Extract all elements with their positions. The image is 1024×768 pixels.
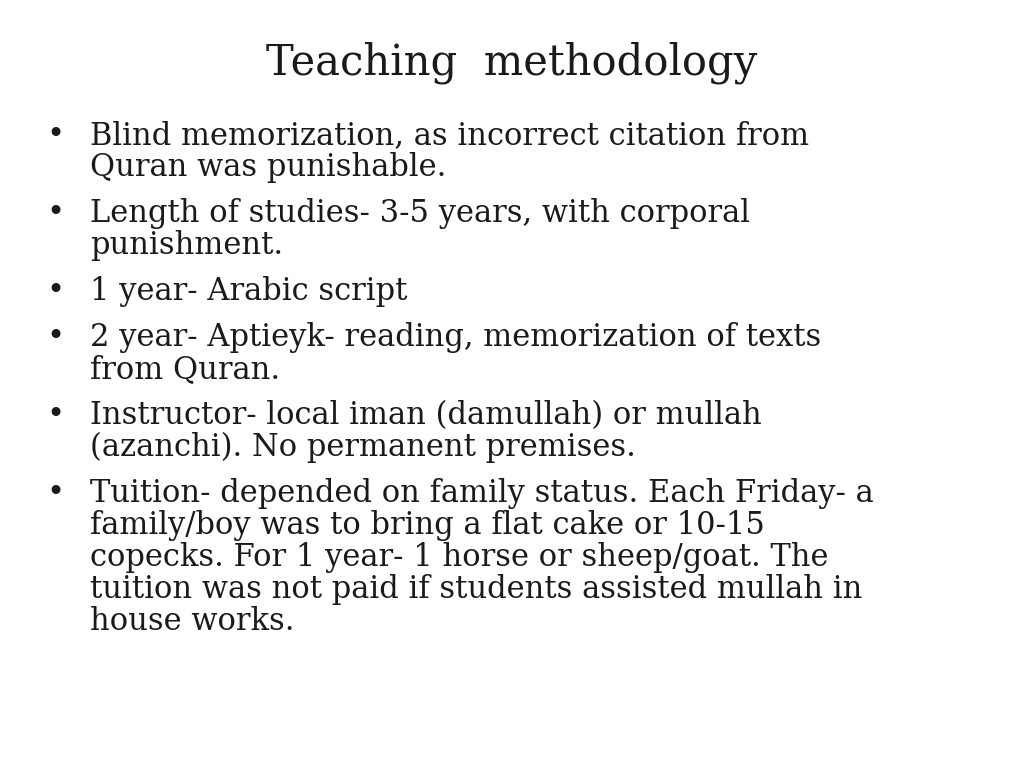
Text: •: •: [46, 478, 65, 509]
Text: 1 year- Arabic script: 1 year- Arabic script: [90, 276, 408, 307]
Text: •: •: [46, 120, 65, 151]
Text: 2 year- Aptieyk- reading, memorization of texts: 2 year- Aptieyk- reading, memorization o…: [90, 322, 821, 353]
Text: Teaching  methodology: Teaching methodology: [266, 42, 758, 84]
Text: punishment.: punishment.: [90, 230, 283, 261]
Text: •: •: [46, 198, 65, 229]
Text: (azanchi). No permanent premises.: (azanchi). No permanent premises.: [90, 432, 636, 463]
Text: Instructor- local iman (damullah) or mullah: Instructor- local iman (damullah) or mul…: [90, 400, 762, 431]
Text: family/boy was to bring a flat cake or 10-15: family/boy was to bring a flat cake or 1…: [90, 510, 765, 541]
Text: •: •: [46, 276, 65, 307]
Text: •: •: [46, 322, 65, 353]
Text: tuition was not paid if students assisted mullah in: tuition was not paid if students assiste…: [90, 574, 862, 605]
Text: Length of studies- 3-5 years, with corporal: Length of studies- 3-5 years, with corpo…: [90, 198, 750, 229]
Text: copecks. For 1 year- 1 horse or sheep/goat. The: copecks. For 1 year- 1 horse or sheep/go…: [90, 542, 828, 573]
Text: house works.: house works.: [90, 606, 295, 637]
Text: Tuition- depended on family status. Each Friday- a: Tuition- depended on family status. Each…: [90, 478, 873, 509]
Text: Blind memorization, as incorrect citation from: Blind memorization, as incorrect citatio…: [90, 120, 809, 151]
Text: Quran was punishable.: Quran was punishable.: [90, 152, 446, 183]
Text: from Quran.: from Quran.: [90, 354, 281, 385]
Text: •: •: [46, 400, 65, 431]
